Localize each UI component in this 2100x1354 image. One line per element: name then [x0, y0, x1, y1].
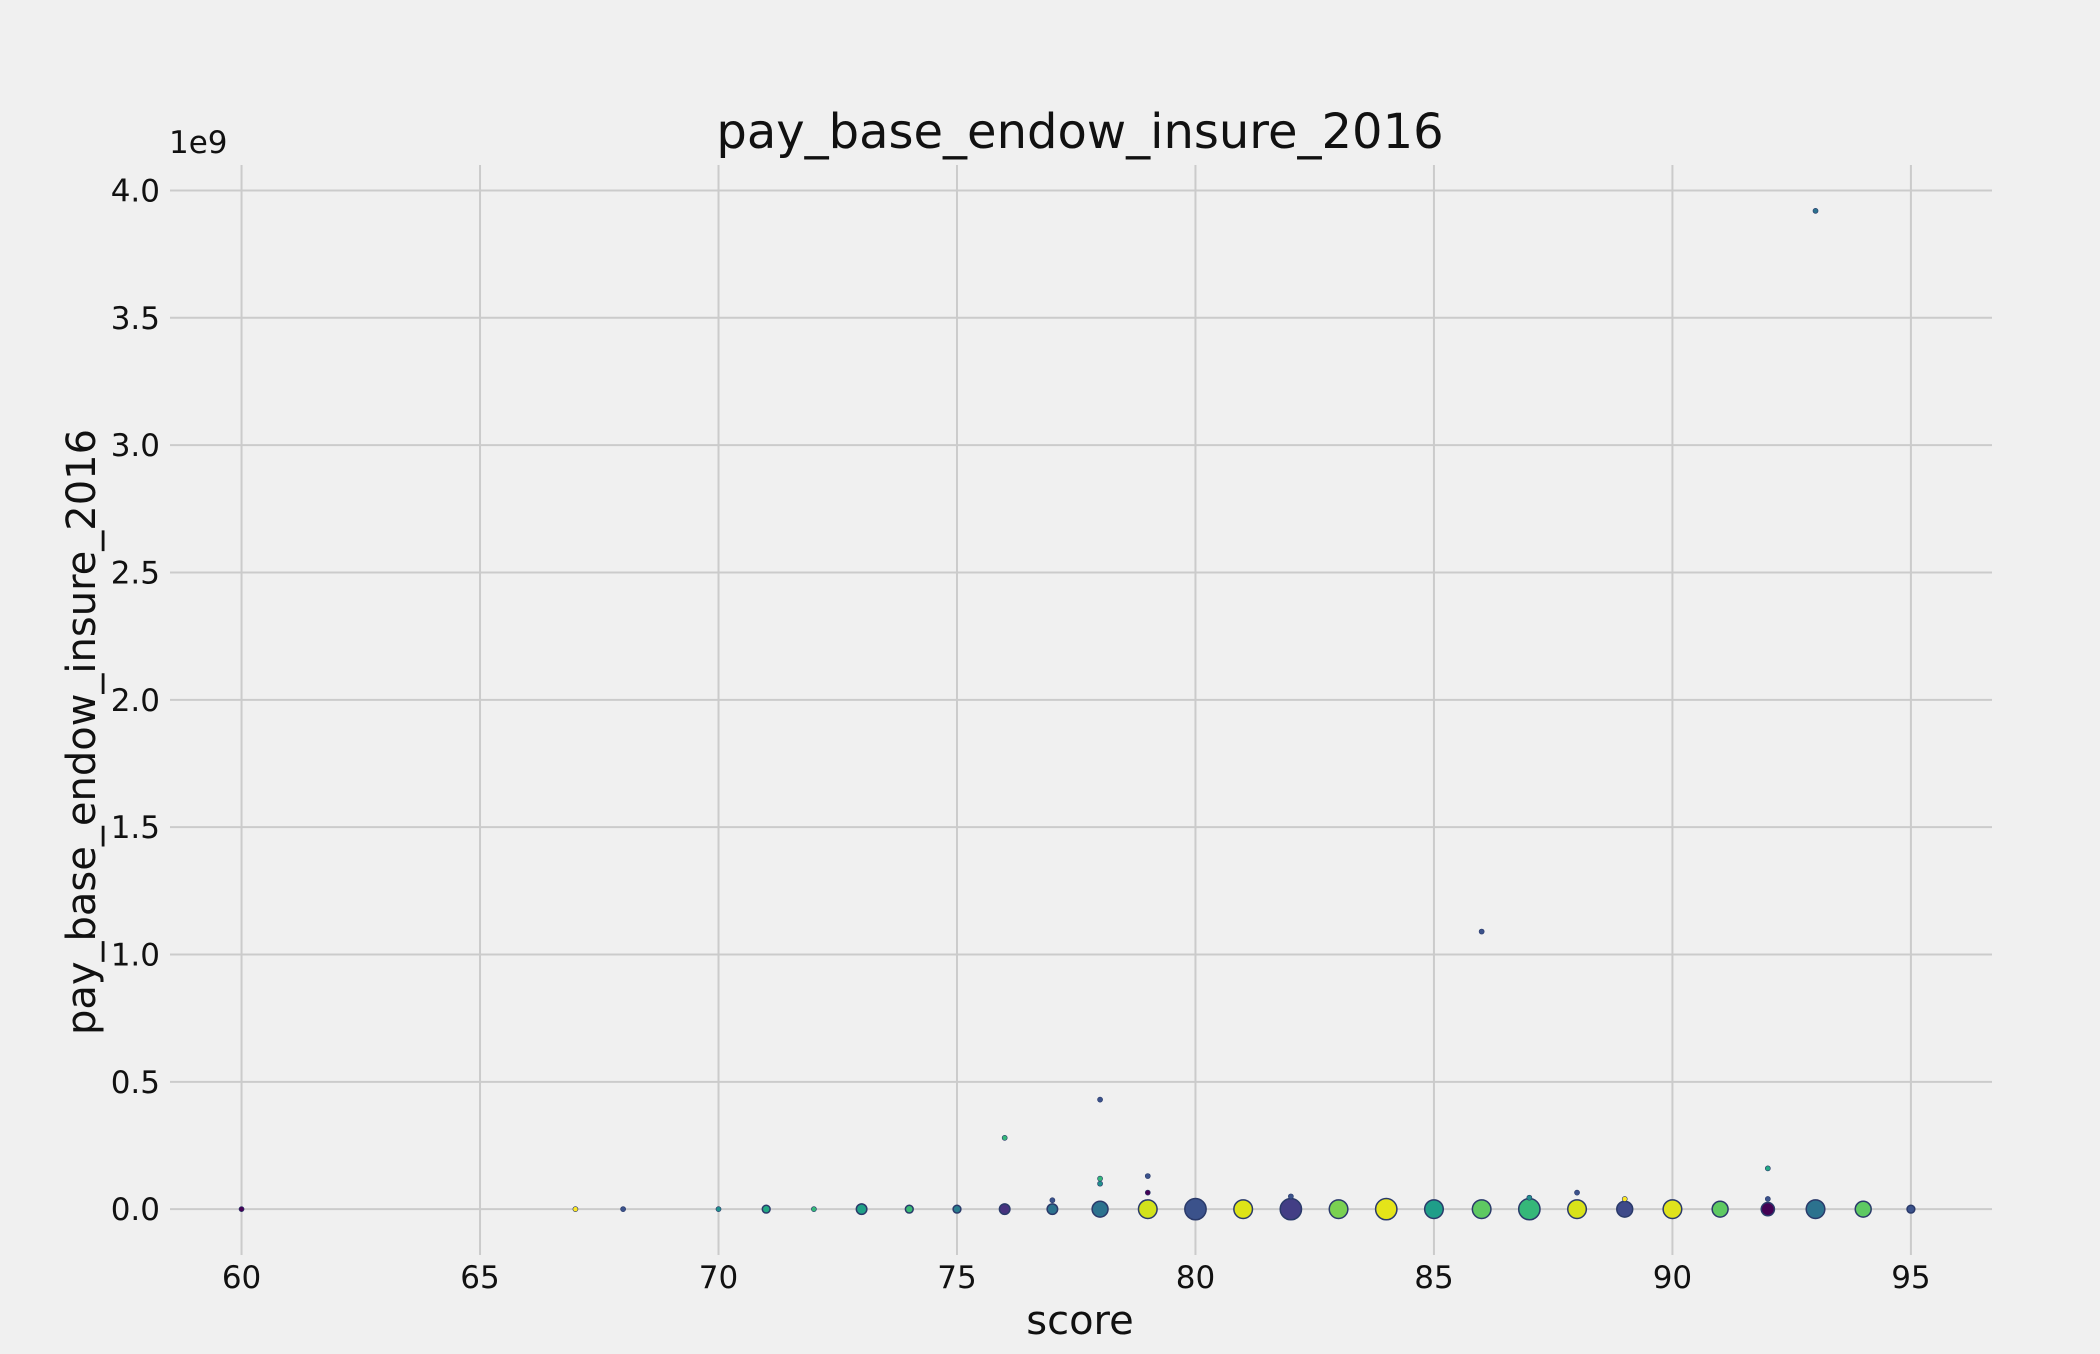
- data-point: [1137, 1199, 1158, 1220]
- data-point: [1091, 1200, 1109, 1218]
- y-tick-label: 3.5: [111, 301, 160, 337]
- y-tick-label: 0.5: [111, 1065, 160, 1101]
- y-tick-label: 2.0: [111, 683, 160, 719]
- data-point: [1517, 1197, 1541, 1221]
- data-point: [1764, 1196, 1771, 1202]
- data-point: [998, 1203, 1011, 1216]
- x-tick-label: 80: [1176, 1260, 1215, 1296]
- x-tick-label: 75: [937, 1260, 976, 1296]
- data-point: [811, 1206, 817, 1213]
- y-tick-label: 2.5: [111, 555, 160, 591]
- y-tick-label: 3.0: [111, 428, 160, 464]
- y-tick-label: 0.0: [111, 1192, 160, 1228]
- data-point: [1097, 1175, 1103, 1182]
- x-tick-labels: 60 65 70 75 80 85 90 95: [222, 1260, 1931, 1296]
- data-point: [1144, 1189, 1151, 1196]
- data-point: [1662, 1199, 1683, 1220]
- grid-lines: [170, 165, 1992, 1255]
- data-point: [572, 1206, 579, 1213]
- data-points: [238, 207, 1916, 1221]
- data-point: [715, 1206, 722, 1213]
- data-point: [1854, 1200, 1872, 1218]
- data-point: [1184, 1197, 1207, 1221]
- y-axis-label: pay_base_endow_insure_2016: [59, 429, 105, 1035]
- data-point: [1279, 1197, 1303, 1221]
- data-point: [1812, 207, 1819, 214]
- data-point: [1760, 1201, 1776, 1217]
- data-point: [1616, 1200, 1634, 1218]
- data-point: [238, 1206, 245, 1213]
- data-point: [1046, 1203, 1059, 1216]
- chart-title: pay_base_endow_insure_2016: [716, 104, 1443, 160]
- data-point: [952, 1204, 962, 1214]
- data-point: [1097, 1096, 1103, 1103]
- data-point: [1288, 1193, 1294, 1200]
- x-tick-label: 60: [222, 1260, 261, 1296]
- data-point: [1374, 1197, 1398, 1221]
- data-point: [1566, 1199, 1588, 1220]
- data-point: [1764, 1165, 1771, 1172]
- data-point: [1711, 1200, 1729, 1218]
- data-point: [1471, 1199, 1492, 1220]
- data-point: [1805, 1199, 1826, 1220]
- data-point: [855, 1203, 868, 1216]
- x-tick-label: 95: [1891, 1260, 1930, 1296]
- data-point: [1423, 1199, 1445, 1220]
- data-point: [1574, 1189, 1580, 1196]
- y-tick-label: 1.0: [111, 937, 160, 973]
- data-point: [761, 1204, 771, 1214]
- y-tick-label: 4.0: [111, 173, 160, 209]
- x-tick-label: 85: [1414, 1260, 1453, 1296]
- x-tick-label: 70: [699, 1260, 738, 1296]
- data-point: [1001, 1135, 1008, 1141]
- x-tick-label: 65: [460, 1260, 499, 1296]
- data-point: [1478, 928, 1485, 935]
- y-tick-labels: 0.0 0.5 1.0 1.5 2.0 2.5 3.0 3.5 4.0: [111, 173, 160, 1228]
- data-point: [1526, 1194, 1533, 1201]
- data-point: [1621, 1196, 1628, 1202]
- data-point: [904, 1204, 914, 1214]
- data-point: [1233, 1199, 1254, 1220]
- data-point: [1144, 1173, 1151, 1179]
- data-point: [1906, 1204, 1916, 1214]
- data-point: [1328, 1199, 1349, 1220]
- data-point: [1097, 1180, 1103, 1187]
- x-tick-label: 90: [1653, 1260, 1692, 1296]
- y-offset-label: 1e9: [169, 125, 228, 161]
- data-point: [620, 1206, 626, 1213]
- data-point: [1049, 1197, 1056, 1204]
- y-tick-label: 1.5: [111, 810, 160, 846]
- x-axis-label: score: [1026, 1298, 1133, 1344]
